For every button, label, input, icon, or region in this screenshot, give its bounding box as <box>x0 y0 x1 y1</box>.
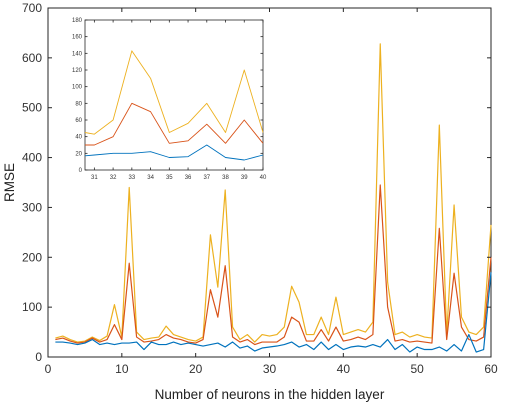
inset-y-tick-label: 40 <box>75 135 82 141</box>
inset-y-tick-label: 100 <box>72 85 83 91</box>
y-tick-label: 600 <box>22 51 42 65</box>
inset-x-tick-label: 32 <box>110 175 117 181</box>
inset-series-line-2 <box>85 102 264 146</box>
inset-y-tick-label: 0 <box>79 168 83 174</box>
y-tick-label: 300 <box>22 200 42 214</box>
series-line-2 <box>55 184 492 346</box>
x-tick-label: 30 <box>263 362 277 376</box>
inset-series-line-3 <box>84 144 264 161</box>
y-tick-label: 100 <box>22 300 42 314</box>
y-tick-label: 500 <box>22 101 42 115</box>
inset-x-tick-label: 34 <box>147 175 154 181</box>
inset-y-tick-label: 60 <box>75 118 82 124</box>
inset-x-tick-label: 33 <box>128 175 135 181</box>
inset-y-tick-label: 20 <box>75 151 82 157</box>
inset-x-tick-label: 37 <box>203 175 210 181</box>
inset-plot-frame <box>84 19 264 171</box>
y-tick-label: 0 <box>35 350 42 364</box>
x-tick-label: 0 <box>45 362 52 376</box>
inset-y-tick-label: 160 <box>72 35 83 41</box>
inset-x-tick-label: 39 <box>241 175 248 181</box>
inset-y-tick-label: 120 <box>72 68 83 74</box>
x-tick-label: 10 <box>115 362 129 376</box>
x-tick-label: 40 <box>337 362 351 376</box>
series-line-1 <box>55 43 492 343</box>
inset-plot: 31 32 33 34 35 36 37 38 39 40 0 20 40 60 80 100 120 140 16… <box>72 18 267 181</box>
inset-x-tick-label: 31 <box>91 175 98 181</box>
inset-x-tick-label: 36 <box>185 175 192 181</box>
inset-y-tick-label: 80 <box>75 101 82 107</box>
y-tick-label: 400 <box>22 151 42 165</box>
main-plot: 0 10 20 30 40 50 600100200300400500600700Numbe… <box>2 1 498 402</box>
y-axis-label: RMSE <box>2 163 17 202</box>
inset-x-tick-label: 40 <box>260 175 267 181</box>
x-axis-label: Number of neurons in the hidden layer <box>155 387 385 402</box>
x-tick-label: 60 <box>484 362 498 376</box>
series-line-3 <box>55 272 492 353</box>
x-tick-label: 20 <box>189 362 203 376</box>
x-tick-label: 50 <box>410 362 424 376</box>
inset-y-tick-label: 140 <box>72 51 83 57</box>
inset-series-line-1 <box>84 50 264 135</box>
y-tick-label: 200 <box>22 250 42 264</box>
inset-y-tick-label: 180 <box>72 18 83 24</box>
inset-x-tick-label: 38 <box>222 175 229 181</box>
inset-x-tick-label: 35 <box>166 175 173 181</box>
y-tick-label: 700 <box>22 1 42 15</box>
